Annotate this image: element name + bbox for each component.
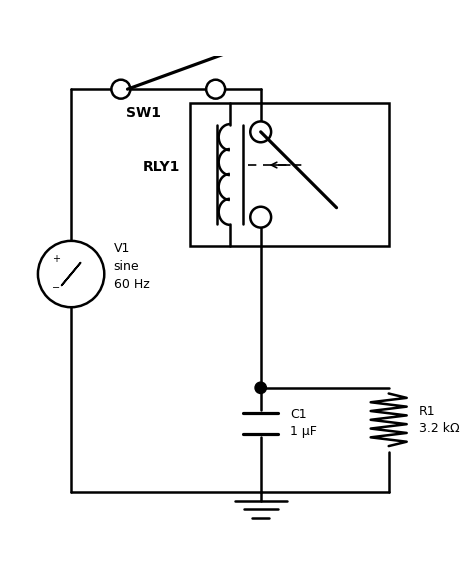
Circle shape [255,382,266,393]
Text: R1
3.2 kΩ: R1 3.2 kΩ [419,405,459,435]
Text: −: − [52,283,60,293]
Text: RLY1: RLY1 [143,161,180,175]
Text: V1
sine
60 Hz: V1 sine 60 Hz [114,243,149,291]
Text: C1
1 μF: C1 1 μF [290,408,317,438]
Circle shape [111,80,130,98]
Bar [190,103,389,246]
Circle shape [250,207,271,227]
Text: +: + [52,254,60,264]
Circle shape [38,241,104,307]
Text: SW1: SW1 [126,105,161,120]
Circle shape [250,121,271,142]
Circle shape [206,80,225,98]
